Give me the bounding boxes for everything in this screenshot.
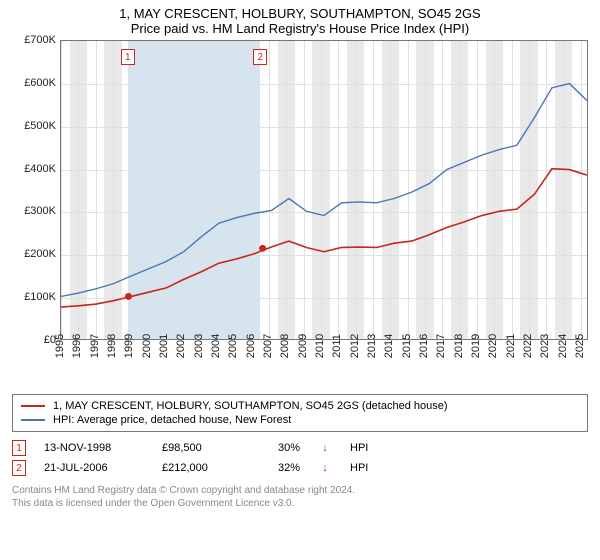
sales-table: 1 13-NOV-1998 £98,500 30% ↓ HPI 2 21-JUL-2006 £2… bbox=[12, 438, 588, 478]
y-tick-label: £100K bbox=[24, 291, 56, 303]
x-tick-label: 2008 bbox=[279, 334, 291, 358]
x-tick-label: 1996 bbox=[71, 334, 83, 358]
x-tick-label: 2022 bbox=[522, 334, 534, 358]
x-tick-label: 2015 bbox=[401, 334, 413, 358]
x-tick-label: 2004 bbox=[210, 334, 222, 358]
y-tick-label: £200K bbox=[24, 248, 56, 260]
x-tick-label: 2019 bbox=[470, 334, 482, 358]
x-tick-label: 1999 bbox=[123, 334, 135, 358]
x-tick-label: 2025 bbox=[574, 334, 586, 358]
y-tick-label: £400K bbox=[24, 163, 56, 175]
y-tick-label: £300K bbox=[24, 205, 56, 217]
page-subtitle: Price paid vs. HM Land Registry's House … bbox=[12, 21, 588, 36]
x-tick-label: 1997 bbox=[89, 334, 101, 358]
x-tick-label: 2016 bbox=[418, 334, 430, 358]
series-price_paid bbox=[61, 169, 587, 307]
x-tick-label: 2010 bbox=[314, 334, 326, 358]
x-tick-label: 2012 bbox=[349, 334, 361, 358]
sale-marker-label: 1 bbox=[121, 49, 135, 65]
x-tick-label: 2013 bbox=[366, 334, 378, 358]
sale-marker-label: 2 bbox=[253, 49, 267, 65]
x-tick-label: 2005 bbox=[227, 334, 239, 358]
y-axis: £0£100K£200K£300K£400K£500K£600K£700K bbox=[12, 40, 60, 340]
x-axis: 1995199619971998199920002001200220032004… bbox=[60, 340, 588, 380]
footer-line: This data is licensed under the Open Gov… bbox=[12, 497, 588, 510]
sale-row: 1 13-NOV-1998 £98,500 30% ↓ HPI bbox=[12, 438, 588, 458]
sale-suffix: HPI bbox=[350, 462, 368, 474]
sale-date: 21-JUL-2006 bbox=[44, 462, 144, 474]
x-tick-label: 2007 bbox=[262, 334, 274, 358]
x-tick-label: 2002 bbox=[175, 334, 187, 358]
x-tick-label: 2001 bbox=[158, 334, 170, 358]
x-tick-label: 2017 bbox=[435, 334, 447, 358]
x-tick-label: 1998 bbox=[106, 334, 118, 358]
down-arrow-icon: ↓ bbox=[318, 442, 332, 454]
legend-swatch bbox=[21, 405, 45, 407]
sale-price: £98,500 bbox=[162, 442, 242, 454]
legend-swatch bbox=[21, 419, 45, 421]
x-tick-label: 2006 bbox=[245, 334, 257, 358]
legend-label: 1, MAY CRESCENT, HOLBURY, SOUTHAMPTON, S… bbox=[53, 400, 448, 412]
x-tick-label: 2020 bbox=[487, 334, 499, 358]
x-tick-label: 2021 bbox=[505, 334, 517, 358]
plot-area: 12 bbox=[60, 40, 588, 340]
footer-line: Contains HM Land Registry data © Crown c… bbox=[12, 484, 588, 497]
sale-suffix: HPI bbox=[350, 442, 368, 454]
legend-item: 1, MAY CRESCENT, HOLBURY, SOUTHAMPTON, S… bbox=[21, 399, 579, 413]
x-tick-label: 2018 bbox=[453, 334, 465, 358]
sale-price: £212,000 bbox=[162, 462, 242, 474]
x-tick-label: 2023 bbox=[539, 334, 551, 358]
series-hpi bbox=[61, 84, 587, 297]
x-tick-label: 2003 bbox=[193, 334, 205, 358]
legend: 1, MAY CRESCENT, HOLBURY, SOUTHAMPTON, S… bbox=[12, 394, 588, 432]
x-tick-label: 2014 bbox=[383, 334, 395, 358]
sale-date: 13-NOV-1998 bbox=[44, 442, 144, 454]
sale-pct: 32% bbox=[260, 462, 300, 474]
x-tick-label: 1995 bbox=[54, 334, 66, 358]
y-tick-label: £600K bbox=[24, 77, 56, 89]
sale-marker-point bbox=[259, 245, 266, 252]
sale-row-marker: 1 bbox=[12, 440, 26, 456]
sale-pct: 30% bbox=[260, 442, 300, 454]
legend-item: HPI: Average price, detached house, New … bbox=[21, 413, 579, 427]
y-tick-label: £500K bbox=[24, 120, 56, 132]
legend-label: HPI: Average price, detached house, New … bbox=[53, 414, 291, 426]
y-tick-label: £700K bbox=[24, 34, 56, 46]
footer-attribution: Contains HM Land Registry data © Crown c… bbox=[12, 484, 588, 510]
x-tick-label: 2024 bbox=[557, 334, 569, 358]
x-tick-label: 2000 bbox=[141, 334, 153, 358]
x-tick-label: 2011 bbox=[331, 334, 343, 358]
sale-row: 2 21-JUL-2006 £212,000 32% ↓ HPI bbox=[12, 458, 588, 478]
sale-marker-point bbox=[125, 293, 132, 300]
down-arrow-icon: ↓ bbox=[318, 462, 332, 474]
page-title: 1, MAY CRESCENT, HOLBURY, SOUTHAMPTON, S… bbox=[12, 6, 588, 21]
x-tick-label: 2009 bbox=[297, 334, 309, 358]
sale-row-marker: 2 bbox=[12, 460, 26, 476]
chart: £0£100K£200K£300K£400K£500K£600K£700K 12… bbox=[12, 40, 588, 386]
